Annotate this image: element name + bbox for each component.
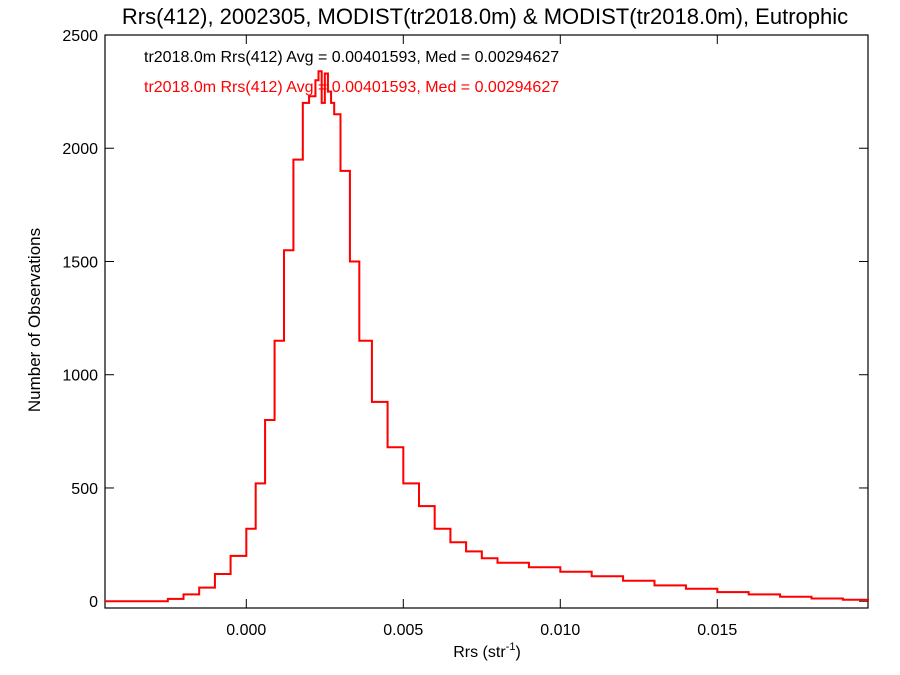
plot-area	[104, 34, 869, 609]
y-tick-label: 0	[89, 594, 98, 611]
x-axis-label: Rrs (str-1)	[453, 641, 521, 661]
y-tick-label: 1500	[62, 254, 98, 271]
y-tick-label: 1000	[62, 368, 98, 385]
x-axis: 0.000 0.005 0.010 0.015	[226, 35, 737, 639]
series-layer	[105, 70, 869, 603]
y-tick-label: 500	[71, 481, 98, 498]
chart-title: Rrs(412), 2002305, MODIST(tr2018.0m) & M…	[122, 4, 848, 29]
y-tick-label: 2500	[62, 28, 98, 45]
x-tick-label: 0.010	[540, 622, 580, 639]
series-line-red	[105, 70, 869, 603]
x-tick-label: 0.000	[226, 622, 266, 639]
legend-entry-red: tr2018.0m Rrs(412) Avg = 0.00401593, Med…	[144, 79, 559, 96]
x-tick-label: 0.015	[697, 622, 737, 639]
x-tick-label: 0.005	[383, 622, 423, 639]
y-axis: 0 500 1000 1500 2000 2500	[62, 28, 868, 611]
series-line-black	[105, 70, 869, 602]
y-tick-label: 2000	[62, 141, 98, 158]
y-axis-label: Number of Observations	[25, 228, 44, 412]
legend-entry-black: tr2018.0m Rrs(412) Avg = 0.00401593, Med…	[144, 49, 559, 66]
